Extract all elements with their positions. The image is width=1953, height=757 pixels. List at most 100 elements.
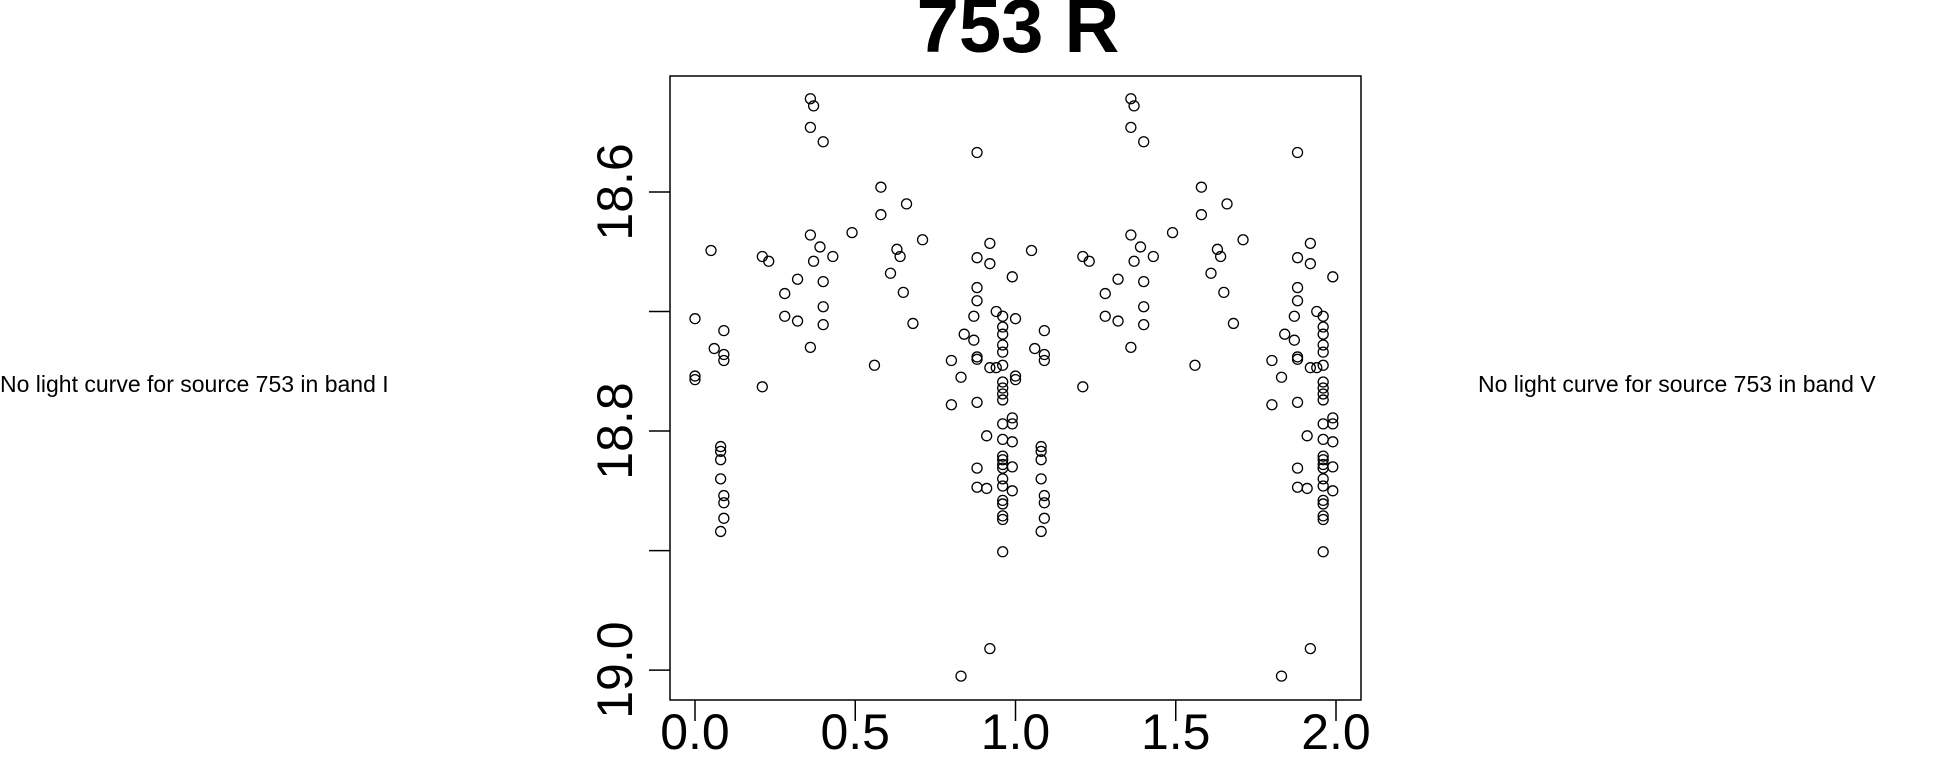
data-point	[1279, 328, 1291, 340]
data-point	[718, 354, 730, 367]
data-point	[997, 546, 1009, 558]
data-point	[1006, 436, 1018, 448]
data-point	[1038, 348, 1050, 361]
data-point	[981, 482, 993, 495]
data-point	[997, 454, 1009, 466]
data-point	[718, 497, 730, 509]
data-point	[1125, 229, 1137, 241]
data-point	[1138, 318, 1150, 331]
annotation: No light curve for source 753 in band I	[0, 371, 389, 397]
data-point	[971, 396, 983, 408]
data-point	[1195, 181, 1208, 193]
data-point	[1317, 450, 1329, 462]
data-point	[714, 445, 727, 458]
data-point	[1317, 339, 1329, 351]
data-point	[1038, 324, 1050, 337]
data-point	[689, 373, 701, 386]
data-point	[804, 93, 817, 105]
data-point	[1035, 525, 1047, 538]
data-point	[1275, 670, 1288, 682]
data-point	[1288, 334, 1300, 346]
data-point	[1205, 267, 1217, 279]
data-point	[945, 354, 958, 367]
data-point	[1038, 489, 1050, 502]
data-point	[1317, 359, 1329, 371]
data-point	[1317, 388, 1329, 400]
data-point	[804, 341, 817, 354]
data-point	[1038, 512, 1050, 524]
data-point	[1317, 494, 1329, 507]
data-point	[1125, 121, 1137, 134]
data-point	[997, 433, 1009, 446]
data-point	[1112, 315, 1124, 327]
data-point	[1317, 346, 1329, 358]
data-point	[718, 489, 730, 502]
data-point	[981, 430, 993, 442]
data-point	[1311, 305, 1323, 318]
data-point	[1147, 250, 1159, 263]
data-point	[900, 198, 913, 210]
data-point	[1029, 342, 1041, 355]
data-point	[1304, 362, 1317, 374]
data-point	[817, 136, 829, 148]
data-point	[1301, 430, 1313, 442]
data-point	[714, 454, 727, 466]
y-tick-label: 18.6	[587, 143, 643, 240]
data-point	[997, 510, 1009, 522]
data-point	[984, 258, 996, 270]
x-tick-label: 1.0	[981, 704, 1051, 757]
annotation: No light curve for source 753 in band V	[1478, 371, 1876, 397]
data-point	[997, 450, 1009, 462]
data-point	[1291, 252, 1304, 264]
data-point	[1006, 271, 1018, 283]
data-point	[958, 328, 970, 340]
data-point	[1317, 513, 1329, 526]
data-point	[1038, 354, 1050, 367]
data-point	[1304, 642, 1317, 655]
data-point	[1128, 255, 1140, 267]
data-point	[817, 318, 829, 331]
data-point	[756, 381, 768, 393]
data-point	[1138, 136, 1150, 148]
x-tick-label: 1.5	[1141, 704, 1211, 757]
data-point	[1327, 461, 1339, 473]
data-point	[1134, 241, 1147, 253]
data-point	[1266, 399, 1278, 411]
data-point	[894, 250, 906, 263]
data-point	[997, 359, 1009, 371]
data-point	[1035, 454, 1047, 466]
data-point	[1327, 436, 1339, 448]
data-point	[1317, 480, 1329, 492]
data-point	[1006, 485, 1018, 497]
data-point	[997, 382, 1009, 394]
data-point	[884, 267, 897, 279]
x-tick-label: 2.0	[1301, 704, 1371, 757]
data-point	[1099, 310, 1111, 322]
data-point	[1291, 353, 1304, 365]
data-point	[997, 346, 1009, 358]
data-point	[1317, 454, 1329, 466]
y-tick-label: 19.0	[587, 621, 643, 718]
data-point	[1125, 341, 1137, 354]
data-point	[1189, 359, 1201, 371]
data-point	[718, 512, 730, 524]
data-point	[1304, 237, 1317, 250]
data-point	[1237, 234, 1249, 246]
data-point	[689, 313, 701, 325]
data-point	[1009, 313, 1022, 325]
data-point	[1291, 481, 1304, 493]
data-point	[1009, 370, 1022, 382]
data-point	[971, 481, 983, 493]
data-point	[1035, 473, 1047, 485]
data-point	[1301, 482, 1313, 495]
data-point	[1211, 243, 1224, 255]
data-point	[984, 237, 996, 250]
data-point	[897, 286, 909, 299]
data-point	[984, 362, 996, 374]
data-point	[827, 250, 839, 263]
data-point	[1038, 497, 1050, 509]
data-point	[968, 310, 980, 322]
data-point	[1221, 198, 1233, 210]
data-point	[968, 334, 980, 346]
